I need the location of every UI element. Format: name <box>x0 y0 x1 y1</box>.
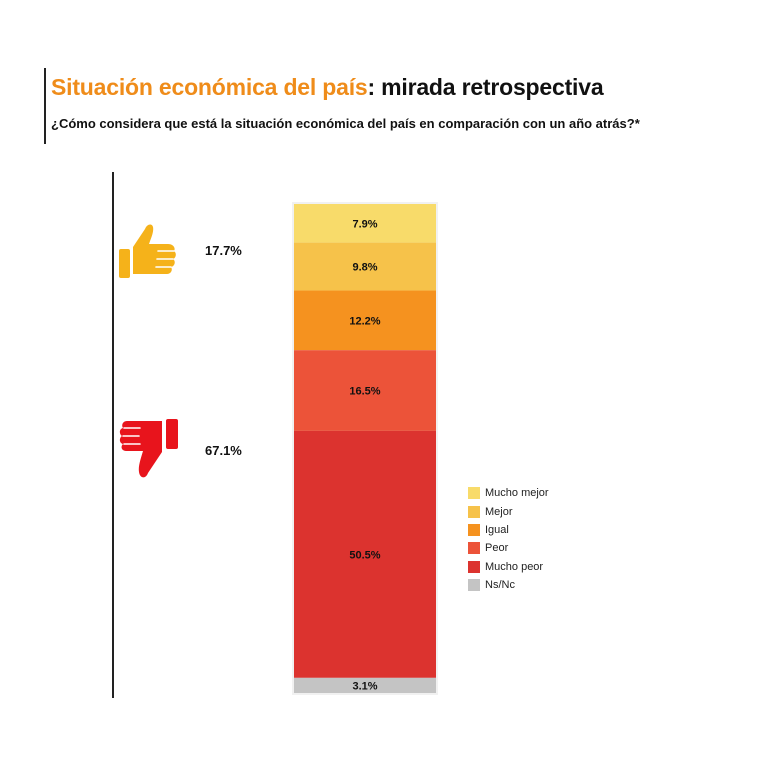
chart-title: Situación económica del país: mirada ret… <box>51 74 604 101</box>
bar-segment-mucho-mejor <box>294 204 436 243</box>
legend-item-mucho-peor: Mucho peor <box>468 558 549 576</box>
legend-label: Mucho mejor <box>485 487 549 500</box>
legend-label: Igual <box>485 523 509 536</box>
bar-segment-peor <box>294 350 436 431</box>
data-label-ns-nc: 3.1% <box>352 680 377 692</box>
legend-swatch <box>468 542 480 555</box>
chart-subtitle: ¿Cómo considera que está la situación ec… <box>51 116 640 131</box>
legend-swatch <box>468 579 480 592</box>
legend-item-mucho-mejor: Mucho mejor <box>468 484 549 502</box>
legend-swatch <box>468 505 480 518</box>
data-label-mucho-mejor: 7.9% <box>352 218 377 230</box>
data-label-mucho-peor: 50.5% <box>349 549 380 561</box>
chart-title-highlight: Situación económica del país <box>51 74 368 100</box>
chart-title-rest: : mirada retrospectiva <box>367 74 604 100</box>
bar-segment-mucho-peor <box>294 430 436 678</box>
legend-item-ns-nc: Ns/Nc <box>468 576 549 594</box>
legend-label: Mucho peor <box>485 560 544 573</box>
negative-percentage: 67.1% <box>205 443 242 458</box>
legend-label: Mejor <box>485 505 513 518</box>
bar-segment-mejor <box>294 242 436 291</box>
legend-swatch <box>468 560 480 573</box>
legend-label: Peor <box>485 542 509 555</box>
chart-legend: Mucho mejor Mejor Igual Peor Mucho peor Ns/Nc <box>468 484 549 594</box>
bar-segment-ns-nc <box>294 677 436 693</box>
data-label-igual: 12.2% <box>349 315 380 327</box>
legend-item-mejor: Mejor <box>468 502 549 520</box>
thumbs-down-icon <box>119 419 178 478</box>
legend-swatch <box>468 523 480 536</box>
thumbs-up-icon <box>119 224 176 278</box>
legend-item-igual: Igual <box>468 521 549 539</box>
title-accent-rule <box>44 68 46 144</box>
legend-item-peor: Peor <box>468 539 549 557</box>
positive-percentage: 17.7% <box>205 243 242 258</box>
bar-segment-igual <box>294 290 436 351</box>
left-divider-rule <box>112 172 114 698</box>
legend-label: Ns/Nc <box>485 579 515 592</box>
legend-swatch <box>468 487 480 500</box>
data-label-peor: 16.5% <box>349 386 380 398</box>
data-label-mejor: 9.8% <box>352 262 377 274</box>
